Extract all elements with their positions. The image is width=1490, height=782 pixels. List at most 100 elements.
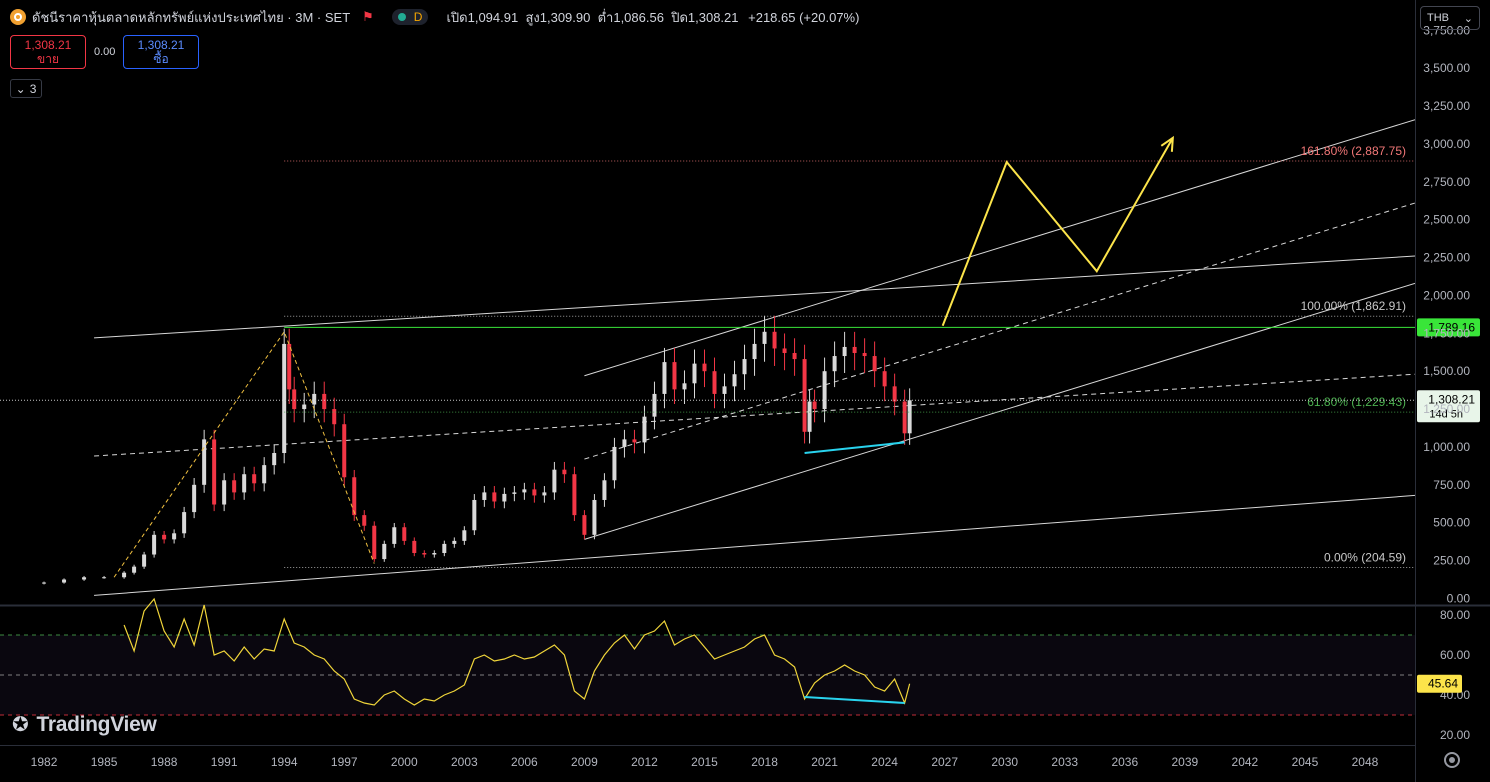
flag-icon[interactable]: ⚑	[362, 9, 374, 24]
price-tick-label: 3,750.00	[1423, 23, 1470, 37]
tradingview-brand: TradingView	[36, 712, 157, 736]
price-tick-label: 3,250.00	[1423, 99, 1470, 113]
indicators-count: 3	[29, 81, 37, 96]
price-tick-label: 0.00	[1447, 591, 1471, 605]
candle-body	[712, 371, 717, 394]
time-tick-label: 2027	[931, 755, 958, 769]
candle-body	[182, 512, 187, 534]
horizontal-level-label: 1,789.16	[1428, 320, 1475, 334]
close-value: 1,308.21	[687, 9, 739, 25]
trend-drawings	[94, 119, 1415, 596]
delayed-data-badge: D	[413, 10, 423, 24]
time-tick-label: 2006	[511, 755, 538, 769]
time-tick-label: 2048	[1352, 755, 1379, 769]
time-tick-label: 2015	[691, 755, 718, 769]
candle-body	[492, 492, 497, 502]
rsi-tick-label: 60.00	[1440, 648, 1470, 662]
candle-body	[792, 353, 797, 360]
price-axis[interactable]: 0.00 250.00 500.00 750.00 1,000.00 1,250.00 1,…	[1423, 23, 1470, 605]
candle-body	[662, 362, 667, 394]
price-tick-label: 1,250.00	[1423, 402, 1470, 416]
tradingview-logo-icon: ✪	[12, 714, 29, 736]
candle-body	[272, 453, 277, 466]
candle-body	[762, 331, 767, 344]
candle-body	[552, 469, 557, 493]
candle-body	[62, 579, 67, 583]
sell-button[interactable]: 1,308.21 ขาย	[10, 35, 86, 69]
candle-body	[432, 553, 437, 555]
candle-body	[362, 515, 367, 526]
price-overlays: 161.80% (2,887.75) 100.00% (1,862.91) 61.8…	[0, 135, 1480, 578]
rsi-divergence-line	[804, 696, 905, 704]
channel-mid-line	[584, 202, 1415, 460]
buy-button[interactable]: 1,308.21 ซื้อ	[123, 35, 199, 69]
open-label: เปิด	[446, 9, 468, 25]
horizontal-level-badge	[1417, 318, 1480, 337]
candle-body	[82, 577, 87, 580]
chevron-down-icon: ⌄	[1463, 12, 1473, 25]
last-price-badge	[1417, 390, 1480, 423]
price-divergence-line	[804, 441, 905, 455]
candle-body	[622, 439, 627, 447]
upper-trend-line	[94, 255, 1415, 339]
time-tick-label: 2003	[451, 755, 478, 769]
candle-body	[572, 474, 577, 516]
fib-level-label: 161.80% (2,887.75)	[1301, 144, 1406, 158]
candle-body	[692, 363, 697, 384]
candle-body	[392, 527, 397, 544]
market-status[interactable]: D	[391, 9, 429, 25]
candle-body	[287, 343, 292, 390]
ohlc-values: เปิด1,094.91 สูง1,309.90 ต่ำ1,086.56 ปิด…	[446, 7, 859, 28]
candle-body	[522, 489, 527, 493]
candle-body	[682, 383, 687, 390]
rsi-pane	[0, 597, 1415, 716]
time-tick-label: 1997	[331, 755, 358, 769]
time-tick-label: 2042	[1232, 755, 1259, 769]
candle-body	[772, 331, 777, 349]
buy-price: 1,308.21	[137, 38, 185, 52]
time-tick-label: 2021	[811, 755, 838, 769]
fib-level-label: 0.00% (204.59)	[1324, 550, 1406, 564]
candle-body	[192, 484, 197, 513]
candle-body	[422, 553, 427, 555]
price-tick-label: 1,000.00	[1423, 440, 1470, 454]
fib-level-label: 100.00% (1,862.91)	[1301, 299, 1406, 313]
candle-body	[882, 371, 887, 387]
candle-body	[292, 389, 297, 410]
rsi-value-badge	[1417, 674, 1462, 693]
time-tick-label: 2039	[1171, 755, 1198, 769]
lower-trend-line	[94, 494, 1415, 596]
indicators-toggle-button[interactable]: ⌄ 3	[10, 79, 42, 98]
price-tick-label: 1,750.00	[1423, 326, 1470, 340]
candle-body	[732, 374, 737, 387]
wave-zigzag	[113, 330, 375, 578]
symbol-header[interactable]: ดัชนีราคาหุ้นตลาดหลักทรัพย์แห่งประเทศไทย…	[10, 6, 859, 28]
symbol-title[interactable]: ดัชนีราคาหุ้นตลาดหลักทรัพย์แห่งประเทศไทย…	[32, 9, 351, 25]
price-tick-label: 3,000.00	[1423, 137, 1470, 151]
price-tick-label: 3,500.00	[1423, 61, 1470, 75]
candle-body	[612, 446, 617, 481]
candle-body	[282, 343, 287, 454]
candle-body	[742, 359, 747, 375]
time-axis[interactable]: 1982 1985 1988 1991 1994 1997 2000 2003 2006 2009…	[31, 755, 1379, 769]
candle-body	[172, 533, 177, 540]
time-tick-label: 2009	[571, 755, 598, 769]
candle-body	[802, 359, 807, 432]
candle-body	[582, 515, 587, 535]
candle-body	[782, 348, 787, 354]
candle-body	[312, 393, 317, 405]
candle-body	[42, 582, 47, 584]
gear-icon[interactable]	[1444, 752, 1460, 768]
candle-body	[602, 480, 607, 500]
close-label: ปิด	[671, 9, 688, 25]
open-value: 1,094.91	[467, 9, 519, 25]
candle-body	[402, 527, 407, 541]
candle-body	[872, 356, 877, 372]
currency-select[interactable]: THB ⌄	[1420, 6, 1480, 30]
candle-body	[907, 400, 912, 434]
set-logo-icon	[10, 9, 26, 25]
candle-body	[462, 530, 467, 541]
sell-label: ขาย	[37, 52, 59, 66]
